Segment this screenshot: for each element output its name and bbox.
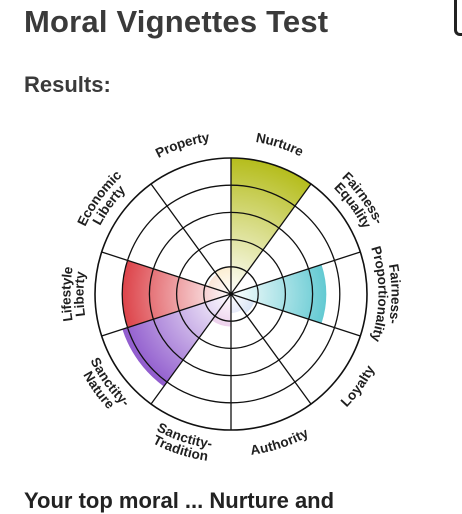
chart-wedge [215, 266, 231, 294]
chart-wedge [231, 158, 311, 294]
chart-spoke [101, 293, 232, 337]
moral-wheel-chart: NurtureFairness-EqualityFairness-Proport… [58, 129, 404, 463]
svg-text:Authority: Authority [249, 425, 311, 458]
chart-spoke [101, 251, 232, 295]
svg-text:Lifestyle: Lifestyle [58, 265, 75, 323]
chart-wedge [211, 294, 231, 327]
footer-text: Your top moral ... Nurture and [24, 488, 335, 513]
chart-spoke [230, 183, 312, 295]
svg-text:Liberty: Liberty [71, 270, 88, 318]
chart-wedge-small [207, 274, 231, 294]
chart-wedge-small [231, 294, 255, 314]
svg-text:Fairness-: Fairness- [386, 263, 404, 326]
svg-text:Proportionality: Proportionality [369, 244, 391, 344]
edge-glyph-icon [454, 0, 462, 36]
chart-spoke [150, 183, 232, 295]
chart-wedge [231, 264, 327, 324]
page-title: Moral Vignettes Test [24, 4, 329, 39]
results-heading: Results: [24, 72, 111, 97]
chart-spoke [230, 293, 361, 337]
chart-category-label: Fairness-Proportionality [369, 244, 404, 344]
svg-text:Nurture: Nurture [255, 130, 307, 159]
chart-spoke [230, 293, 312, 405]
svg-text:Property: Property [153, 129, 211, 160]
chart-spoke [150, 293, 232, 405]
chart-wedge [122, 294, 231, 387]
chart-spoke [230, 251, 361, 295]
